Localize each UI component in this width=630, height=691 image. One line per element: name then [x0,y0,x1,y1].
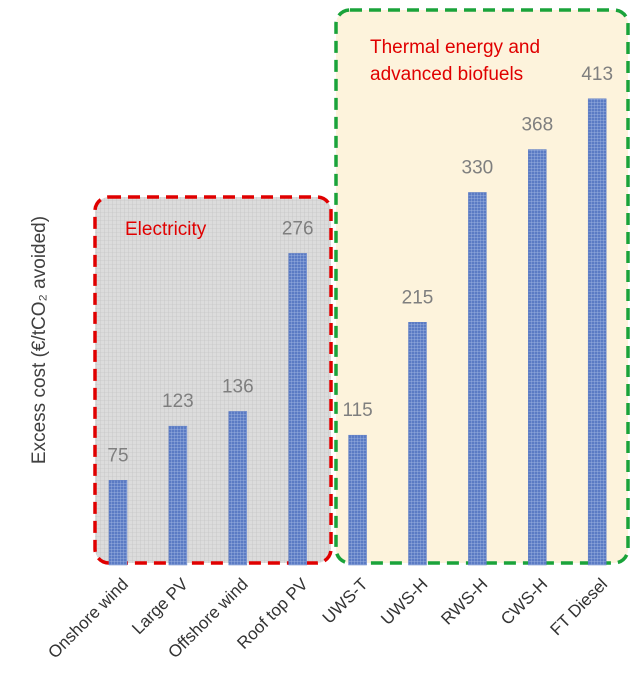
value-label: 368 [521,115,553,136]
bar [108,480,128,566]
value-label: 136 [222,376,254,397]
x-tick-label: UWS-T [319,575,372,628]
value-label: 276 [282,218,314,239]
bar [228,411,248,566]
value-label: 123 [162,391,194,412]
value-label: 330 [462,157,494,178]
group-label: Electricity [125,219,207,240]
bar [288,253,307,566]
group-label: Thermal energy and [370,37,540,58]
x-tick-label: FT Diesel [547,575,612,640]
group-label: advanced biofuels [370,64,523,85]
value-label: 75 [107,445,128,466]
x-tick-label: RWS-H [437,575,491,629]
value-label: 115 [342,400,372,421]
bar [468,192,487,566]
x-tick-label: Large PV [128,574,192,638]
value-label: 215 [402,287,434,308]
x-tick-label: Onshore wind [44,575,132,663]
value-label: 413 [581,64,613,85]
bar [348,434,367,566]
bar [528,149,547,566]
electricity-box [93,195,333,565]
bar [587,98,607,566]
x-tick-label: UWS-H [377,575,431,629]
y-axis-label: Excess cost (€/tCO₂ avoided) [29,216,50,464]
bar [408,322,427,566]
bar [168,425,188,566]
x-tick-label: CWS-H [497,575,551,629]
